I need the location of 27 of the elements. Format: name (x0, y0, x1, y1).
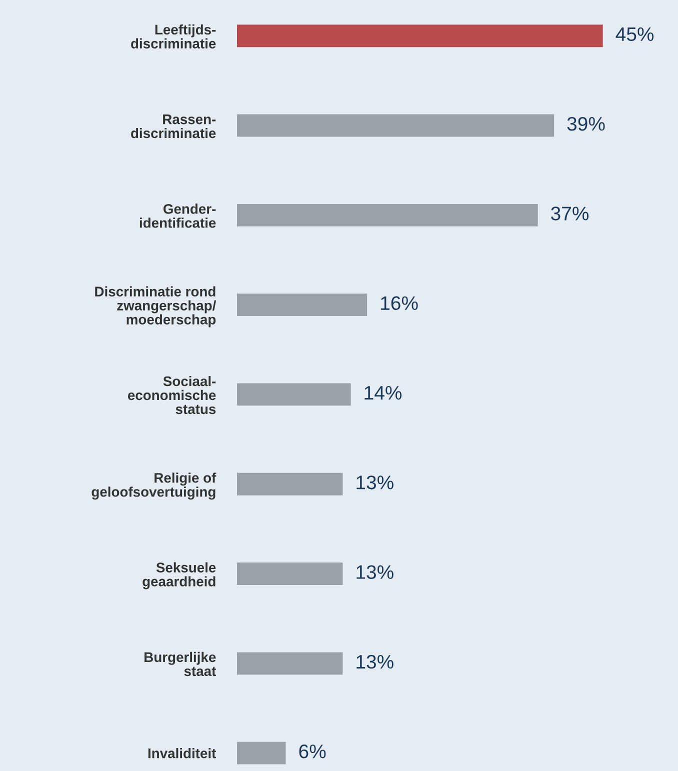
data-label: 13% (356, 565, 394, 579)
y-tick-label: Burgerlijke staat (144, 652, 216, 676)
y-tick-label: Leeftijds- discriminatie (131, 24, 216, 49)
y-tick-label: Sociaal- economische status (128, 376, 216, 414)
bar (237, 472, 343, 496)
data-label: 45% (616, 27, 654, 42)
y-tick-label: Religie of geloofsovertuiging (92, 472, 216, 500)
bar (237, 114, 554, 137)
y-tick-label: Rassen- discriminatie (131, 114, 216, 138)
data-label: 14% (364, 386, 402, 400)
bar (237, 24, 603, 48)
data-label: 13% (356, 476, 394, 490)
bar (237, 742, 286, 764)
bar (237, 652, 343, 675)
y-tick-label: Seksuele geaardheid (142, 562, 216, 590)
bar (237, 562, 343, 585)
y-tick-label: Gender- identificatie (140, 204, 216, 228)
data-label: 16% (381, 296, 418, 310)
data-label: 39% (567, 116, 605, 131)
bar (237, 294, 368, 316)
data-label: 6% (299, 744, 326, 758)
y-tick-label: Discriminatie rond zwangerschap/ moederschap (95, 286, 216, 328)
data-label: 37% (551, 206, 589, 220)
data-label: 13% (356, 654, 394, 669)
bar (237, 204, 538, 226)
y-tick-label: Invaliditeit (148, 748, 216, 758)
bar (237, 383, 351, 406)
